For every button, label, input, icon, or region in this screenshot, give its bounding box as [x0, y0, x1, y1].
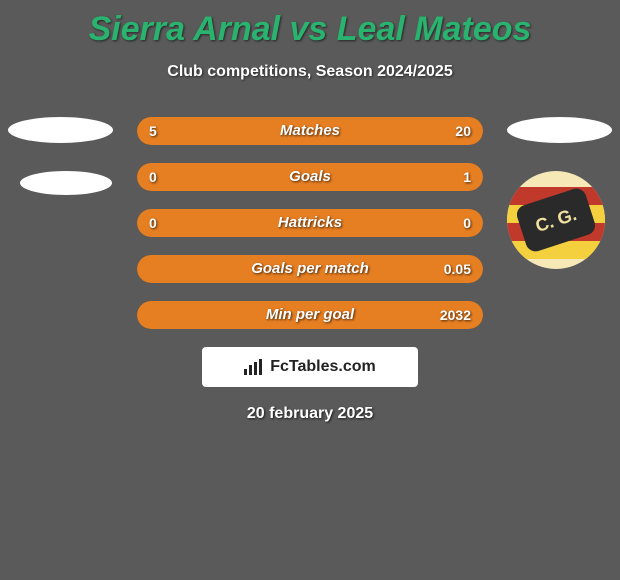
left-logo-2 — [20, 171, 112, 195]
bar-row-hattricks: 0 Hattricks 0 — [137, 209, 483, 237]
bar-row-goals-per-match: Goals per match 0.05 — [137, 255, 483, 283]
bar-label: Goals per match — [137, 255, 483, 283]
comparison-stage: C. G. 5 Matches 20 0 Goals 1 0 Hattricks… — [0, 117, 620, 423]
footer-site-badge[interactable]: FcTables.com — [202, 347, 418, 387]
bar-right-value: 0 — [463, 209, 471, 237]
bar-row-goals: 0 Goals 1 — [137, 163, 483, 191]
bar-label: Hattricks — [137, 209, 483, 237]
bar-row-min-per-goal: Min per goal 2032 — [137, 301, 483, 329]
bar-label: Goals — [137, 163, 483, 191]
right-club-badge: C. G. — [507, 171, 605, 269]
page-subtitle: Club competitions, Season 2024/2025 — [0, 63, 620, 81]
footer-site-text: FcTables.com — [270, 358, 376, 376]
bar-right-value: 1 — [463, 163, 471, 191]
bar-right-value: 0.05 — [444, 255, 471, 283]
page-title: Sierra Arnal vs Leal Mateos — [0, 0, 620, 49]
left-logo-1 — [8, 117, 113, 143]
bar-right-value: 2032 — [440, 301, 471, 329]
chart-icon — [244, 359, 264, 375]
right-team-logos: C. G. — [507, 117, 612, 269]
footer-date: 20 february 2025 — [0, 405, 620, 423]
bar-label: Min per goal — [137, 301, 483, 329]
bar-right-value: 20 — [455, 117, 471, 145]
right-logo-1 — [507, 117, 612, 143]
comparison-bars: 5 Matches 20 0 Goals 1 0 Hattricks 0 Goa… — [137, 117, 483, 329]
bar-row-matches: 5 Matches 20 — [137, 117, 483, 145]
bar-label: Matches — [137, 117, 483, 145]
left-team-logos — [8, 117, 113, 223]
